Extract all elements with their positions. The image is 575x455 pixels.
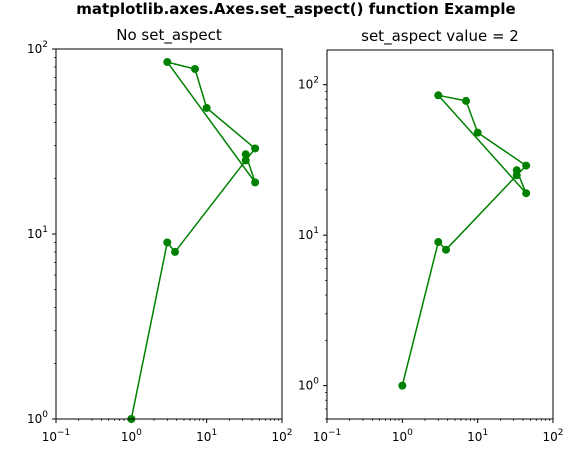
data-point [512, 166, 521, 175]
data-point [190, 64, 199, 73]
data-point [398, 381, 407, 390]
data-point [171, 247, 180, 256]
x-tick-label: 100 [392, 428, 413, 444]
left-axes-no-set-aspect: No set_aspect 10−1 100 101 102 100 101 102 [27, 26, 293, 444]
x-tick-label: 102 [271, 428, 292, 444]
series-line [130, 61, 256, 420]
data-point [434, 91, 443, 100]
y-tick-label: 102 [27, 40, 48, 56]
data-point [163, 238, 172, 247]
data-point [461, 96, 470, 105]
axes-frame [326, 49, 554, 420]
y-tick-label: 102 [298, 76, 319, 92]
x-tick-label: 100 [121, 428, 142, 444]
data-point [163, 58, 172, 67]
axes-title: No set_aspect [116, 26, 222, 45]
x-tick-label: 10−1 [313, 428, 342, 444]
series-line [401, 94, 527, 386]
data-point [522, 189, 531, 198]
data-point [241, 156, 250, 165]
data-point [473, 128, 482, 137]
axes-frame [55, 48, 283, 420]
y-tick-label: 100 [27, 410, 48, 426]
minor-ticks [325, 91, 550, 421]
y-tick-label: 101 [298, 226, 319, 242]
x-tick-label: 101 [467, 428, 488, 444]
data-point [434, 238, 443, 247]
figure-suptitle: matplotlib.axes.Axes.set_aspect() functi… [76, 0, 515, 18]
y-tick-label: 101 [27, 225, 48, 241]
data-point [522, 161, 531, 170]
x-tick-label: 102 [542, 428, 563, 444]
axes-title: set_aspect value = 2 [361, 27, 519, 46]
data-point [202, 103, 211, 112]
data-point [442, 245, 451, 254]
data-point [241, 150, 250, 159]
x-tick-label: 10−1 [42, 428, 71, 444]
data-point [251, 144, 260, 153]
data-point [251, 178, 260, 187]
x-tick-label: 101 [196, 428, 217, 444]
right-axes-set-aspect-2: set_aspect value = 2 10−1 100 101 102 100 101 1… [298, 27, 564, 444]
y-tick-label: 100 [298, 377, 319, 393]
